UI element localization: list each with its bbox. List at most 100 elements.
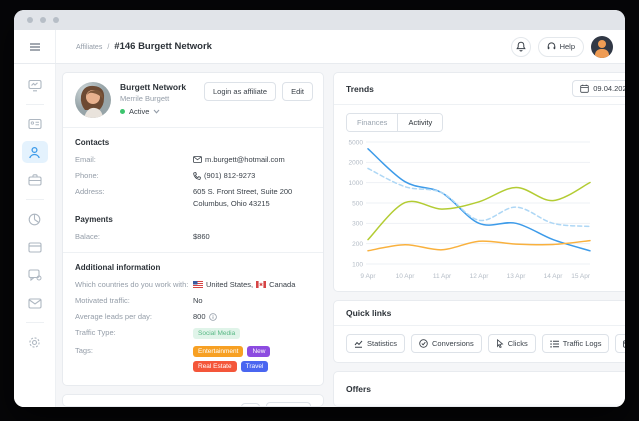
tab-activity[interactable]: Activity <box>397 114 443 131</box>
sidebar-item-settings[interactable] <box>22 331 48 353</box>
traffic-logs-button[interactable]: Traffic Logs <box>541 334 610 353</box>
check-circle-icon <box>419 339 428 348</box>
offers-title: Offers <box>346 383 372 394</box>
svg-text:5000: 5000 <box>349 139 364 146</box>
email-value[interactable]: m.burgett@hotmail.com <box>205 155 285 164</box>
contacts-section: Contacts Email: m.burgett@hotmail.com Ph… <box>63 128 323 252</box>
breadcrumb-separator: / <box>107 44 110 51</box>
offers-table-header: ID Clicks Conv Pend CR Fraud Payout <box>334 404 625 406</box>
offers-card: Offers Manage ID Clicks Conv Pend CR Fra… <box>333 371 625 407</box>
tab-finances[interactable]: Finances <box>347 114 398 131</box>
trends-title: Trends <box>346 83 374 94</box>
postback-add-button[interactable]: + <box>240 403 260 406</box>
chat-gear-icon <box>27 269 42 281</box>
window-titlebar[interactable] <box>14 10 625 30</box>
breadcrumb-section[interactable]: Affiliates <box>76 44 103 51</box>
bell-icon <box>515 41 526 52</box>
affiliate-profile-card: Burgett Network Merrile Burgett Active L… <box>62 72 324 386</box>
svg-text:300: 300 <box>352 221 363 228</box>
address-line1: 605 S. Front Street, Suite 200 <box>193 187 293 196</box>
user-avatar[interactable] <box>591 35 613 58</box>
leads-per-day-label: Average leads per day: <box>75 312 152 321</box>
id-card-icon <box>27 118 42 130</box>
svg-text:9 Apr: 9 Apr <box>360 273 376 280</box>
canada-flag-icon <box>256 281 267 288</box>
briefcase-icon <box>27 174 42 186</box>
svg-text:14 Apr: 14 Apr <box>544 273 564 280</box>
credit-card-icon <box>27 241 42 253</box>
svg-text:2000: 2000 <box>349 160 364 167</box>
help-button-label: Help <box>559 42 575 51</box>
countries-label: Which countries do you work with: <box>75 280 189 289</box>
app-window: Affiliates / #146 Burgett Network Help <box>14 10 625 407</box>
traffic-logs-label: Traffic Logs <box>562 339 602 348</box>
additional-info-title: Additional information <box>75 263 161 272</box>
postback-card: Postback + Manage ID Clicks Conv Pend CR… <box>62 394 324 407</box>
svg-text:13 Apr: 13 Apr <box>507 273 527 280</box>
balance-value: $860 <box>193 232 210 241</box>
sidebar-item-offers[interactable] <box>22 113 48 135</box>
conversions-button[interactable]: Conversions <box>411 334 482 353</box>
trends-chart-area: 100 200 300 500 1000 2000 5000 9 Apr 10 Apr 11 Ap… <box>334 134 625 291</box>
us-flag-icon <box>193 281 203 288</box>
cursor-icon <box>496 339 504 348</box>
chevron-down-icon <box>153 109 160 114</box>
postback-manage-button[interactable]: Manage <box>265 402 311 406</box>
country-canada: Canada <box>269 280 296 289</box>
svg-text:100: 100 <box>352 261 363 268</box>
status-dropdown[interactable]: Active <box>120 107 186 116</box>
headset-icon <box>547 42 556 51</box>
pie-icon <box>28 213 41 226</box>
list-icon <box>550 340 559 348</box>
phone-label: Phone: <box>75 171 99 180</box>
address-line2: Columbus, Ohio 43215 <box>193 199 270 208</box>
stats-icon <box>354 340 363 348</box>
login-as-affiliate-button[interactable]: Login as affiliate <box>203 82 277 101</box>
svg-text:12 Apr: 12 Apr <box>470 273 490 280</box>
window-minimize-icon[interactable] <box>40 17 46 23</box>
svg-text:200: 200 <box>352 241 363 248</box>
svg-text:1000: 1000 <box>349 180 364 187</box>
info-icon[interactable] <box>208 312 217 321</box>
phone-value[interactable]: (901) 812-9273 <box>204 171 256 180</box>
statistics-button[interactable]: Statistics <box>346 334 406 353</box>
help-button[interactable]: Help <box>537 36 584 57</box>
envelope-icon <box>27 297 42 309</box>
notifications-button[interactable] <box>510 36 531 57</box>
edit-button[interactable]: Edit <box>282 82 313 101</box>
phone-icon <box>193 171 201 180</box>
statistics-label: Statistics <box>367 339 398 348</box>
affiliate-name: Burgett Network <box>120 82 187 92</box>
clicks-button[interactable]: Clicks <box>487 334 536 353</box>
traffic-type-badge: Social Media <box>193 328 241 339</box>
svg-text:11 Apr: 11 Apr <box>433 273 452 280</box>
payments-button[interactable]: Payments <box>615 334 625 353</box>
email-label: Email: <box>75 155 96 164</box>
affiliate-photo <box>75 82 111 118</box>
sidebar-item-mail[interactable] <box>22 292 48 314</box>
tag-new: New <box>247 346 271 357</box>
payments-title: Payments <box>75 215 113 224</box>
quick-links-title: Quick links <box>346 308 392 318</box>
window-close-icon[interactable] <box>27 17 33 23</box>
user-icon <box>28 146 41 159</box>
page-title: #146 Burgett Network <box>114 41 212 52</box>
sidebar-item-statistics[interactable] <box>22 208 48 230</box>
conversions-label: Conversions <box>432 339 474 348</box>
motivated-traffic-label: Motivated traffic: <box>75 296 130 305</box>
mail-icon <box>193 156 202 163</box>
affiliate-contact-person: Merrile Burgett <box>120 94 170 103</box>
additional-info-section: Additional information Which countries d… <box>63 252 323 385</box>
window-zoom-icon[interactable] <box>53 17 59 23</box>
sidebar-item-dashboard[interactable] <box>22 74 48 96</box>
date-range-picker[interactable]: 09.04.2020-15.04.2020 <box>572 80 625 97</box>
sidebar-item-payments[interactable] <box>22 236 48 258</box>
trends-tabs: Finances Activity <box>346 113 444 132</box>
svg-text:10 Apr: 10 Apr <box>396 273 416 280</box>
hamburger-icon[interactable] <box>29 42 41 52</box>
status-badge: Active <box>129 107 150 116</box>
status-dot <box>120 109 125 114</box>
sidebar-item-automation[interactable] <box>22 264 48 286</box>
sidebar-item-advertisers[interactable] <box>22 169 48 191</box>
sidebar-item-affiliates[interactable] <box>21 141 48 163</box>
